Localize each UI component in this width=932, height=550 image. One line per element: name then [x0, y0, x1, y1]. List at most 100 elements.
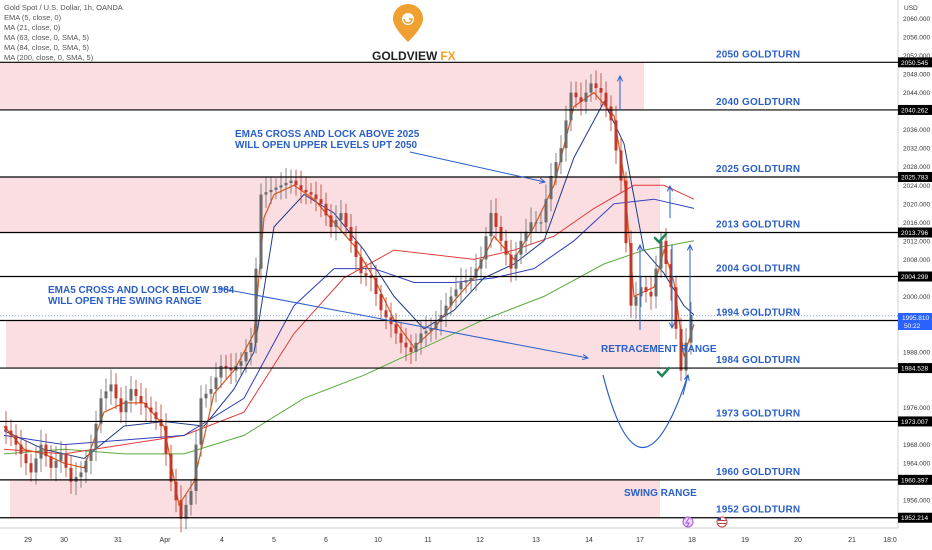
zone-band-2 — [6, 320, 660, 369]
candle-body — [34, 458, 38, 473]
candle — [89, 434, 93, 475]
candle-body — [419, 333, 423, 343]
arrow-up-2050 — [616, 74, 624, 110]
level-price-label: 1984.528 — [901, 366, 928, 373]
x-ticks-layer: 29 30 31 Apr 4 5 6 10 11 12 13 14 17 18 19 20 21 18:0 — [24, 537, 897, 544]
candle — [654, 255, 658, 309]
candle-body — [304, 189, 308, 193]
candle — [294, 169, 298, 196]
candle-body — [514, 254, 518, 269]
level-2013[interactable]: 2013 GOLDTURN 2013.796 — [0, 220, 932, 238]
candle-body — [109, 384, 113, 392]
level-1960[interactable]: 1960 GOLDTURN 1960.397 — [0, 467, 932, 485]
candle-body — [224, 365, 228, 369]
candle-body — [504, 240, 508, 255]
candle — [479, 246, 483, 281]
candle — [194, 429, 198, 505]
candle — [124, 385, 128, 426]
candle-body — [594, 83, 598, 88]
arrow-upper-head — [539, 177, 547, 184]
level-label: 1960 GOLDTURN — [716, 467, 800, 478]
candle-body — [189, 490, 193, 505]
candle-body — [44, 444, 48, 457]
annotation-lower-line-1: WILL OPEN THE SWING RANGE — [48, 296, 202, 307]
level-price-label: 2013.796 — [901, 230, 928, 237]
candle-body — [589, 83, 593, 93]
candle — [259, 183, 263, 280]
level-1952[interactable]: 1952 GOLDTURN 1952.214 — [0, 505, 932, 523]
x-tick-label: 6 — [324, 537, 328, 544]
level-label: 1973 GOLDTURN — [716, 408, 800, 419]
level-1984[interactable]: 1984 GOLDTURN 1984.528 — [0, 355, 932, 374]
candle — [414, 333, 418, 362]
candle — [304, 176, 308, 205]
candle-body — [119, 398, 123, 413]
candle — [374, 264, 378, 307]
ema5-line — [3, 91, 695, 507]
level-1973[interactable]: 1973 GOLDTURN 1973.007 — [0, 408, 932, 427]
candle-body — [529, 222, 533, 232]
candle — [49, 445, 53, 479]
lightning-event-icon[interactable] — [682, 516, 694, 528]
candle-body — [84, 460, 88, 473]
candle-body — [139, 396, 143, 403]
candle — [314, 181, 318, 212]
candle — [624, 171, 628, 253]
candle — [269, 176, 273, 205]
candle-body — [679, 328, 683, 371]
arrow-up-2025 — [666, 184, 674, 218]
y-tick-label: 2048.000 — [903, 72, 930, 79]
candle-body — [124, 400, 128, 413]
level-price-box — [898, 363, 932, 374]
candle-body — [484, 236, 488, 260]
candle-body — [404, 342, 408, 348]
level-price-box — [898, 474, 932, 485]
candle-body — [439, 314, 443, 322]
candle-body — [499, 226, 503, 241]
level-2040[interactable]: 2040 GOLDTURN 2040.262 — [0, 97, 932, 115]
candle — [144, 388, 148, 422]
x-tick-label: 21 — [848, 537, 856, 544]
candle-body — [434, 321, 438, 329]
us-flag-event-icon[interactable] — [716, 516, 728, 528]
candle-body — [664, 240, 668, 264]
candle-body — [599, 88, 603, 93]
x-tick-label: Apr — [160, 537, 172, 544]
check-mark-icon-lower — [656, 366, 671, 378]
candle-body — [14, 435, 18, 445]
candle — [179, 485, 183, 533]
arrow-up-left — [636, 243, 644, 330]
candle — [404, 327, 408, 361]
candle — [524, 218, 528, 253]
level-2025[interactable]: 2025 GOLDTURN 2025.783 — [0, 164, 932, 183]
candle-body — [54, 460, 58, 468]
candle — [219, 354, 223, 389]
x-tick-label: 13 — [532, 537, 540, 544]
y-tick-label: 2060.000 — [903, 16, 930, 23]
candle-body — [639, 287, 643, 297]
candle — [299, 170, 303, 204]
candle-body — [9, 430, 13, 436]
candle-body — [394, 324, 398, 334]
candle-body — [59, 453, 63, 461]
candle-body — [219, 365, 223, 378]
candle-body — [64, 453, 68, 468]
zone-band-0 — [0, 62, 644, 110]
candle-body — [214, 377, 218, 390]
candle-body — [469, 277, 473, 281]
arrow-up-2013-head — [686, 243, 694, 251]
candle — [514, 241, 518, 281]
candle-body — [254, 268, 258, 343]
level-2050[interactable]: 2050 GOLDTURN 2050.545 — [0, 49, 932, 68]
arrow-lower-head — [582, 354, 590, 361]
x-tick-label: 5 — [272, 537, 276, 544]
candle-body — [569, 92, 573, 121]
candle-body — [544, 199, 548, 223]
level-2004[interactable]: 2004 GOLDTURN 2004.299 — [0, 264, 932, 282]
candle-body — [324, 203, 328, 216]
candle-body — [294, 180, 298, 186]
candle-body — [114, 384, 118, 399]
candle — [594, 70, 598, 101]
y-tick-label: 1968.000 — [903, 442, 930, 449]
